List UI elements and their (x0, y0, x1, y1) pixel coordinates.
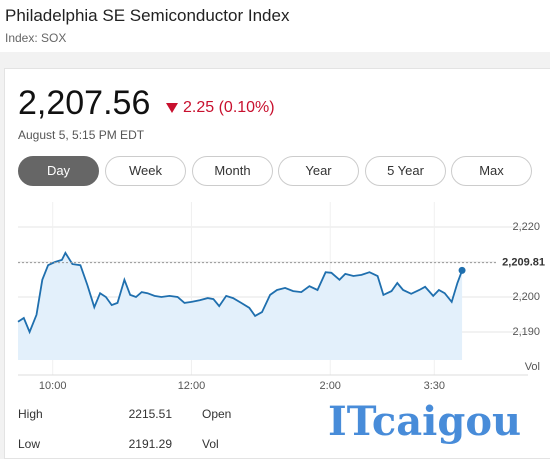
chart: 2,1902,2002,2102,22010:0012:002:003:30Vo… (17, 202, 546, 392)
area (18, 252, 463, 360)
tab[interactable]: Year (278, 156, 359, 186)
stat: 2191.29 (128, 437, 172, 451)
reference-bg (496, 255, 546, 270)
header: Philadelphia SE Semiconductor Index Inde… (0, 0, 550, 52)
stat: High (18, 407, 43, 421)
tab[interactable]: Month (192, 156, 273, 186)
watermark: ITcaigou (328, 398, 522, 445)
x-tick-label: 10:00 (39, 380, 67, 392)
y-tick-label: 2,190 (512, 326, 540, 338)
last-point (458, 266, 466, 274)
stat: Open (202, 407, 232, 421)
stat: Vol (202, 437, 219, 451)
tab[interactable]: Week (105, 156, 186, 186)
tab[interactable]: Max (451, 156, 532, 186)
price: 2,207.56 (18, 84, 151, 122)
x-tick-label: 2:00 (320, 380, 341, 392)
x-tick-label: 3:30 (424, 380, 445, 392)
stat: 2215.51 (128, 407, 172, 421)
y-tick-label: 2,200 (512, 291, 540, 303)
down-arrow (166, 103, 178, 113)
x-tick-label: 12:00 (178, 380, 206, 392)
tab[interactable]: Day (18, 156, 99, 186)
tab[interactable]: 5 Year (365, 156, 446, 186)
change: 2.25 (0.10%) (183, 99, 275, 116)
subtitle: Index: SOX (5, 31, 67, 45)
price-line (17, 251, 463, 335)
title: Philadelphia SE Semiconductor Index (5, 6, 290, 25)
quote-time: August 5, 5:15 PM EDT (18, 128, 145, 142)
stat: Low (18, 437, 41, 451)
volume-label: Vol (525, 361, 540, 373)
y-tick-label: 2,220 (512, 221, 540, 233)
quote-card (4, 68, 550, 459)
reference-label: 2,209.81 (502, 257, 545, 269)
